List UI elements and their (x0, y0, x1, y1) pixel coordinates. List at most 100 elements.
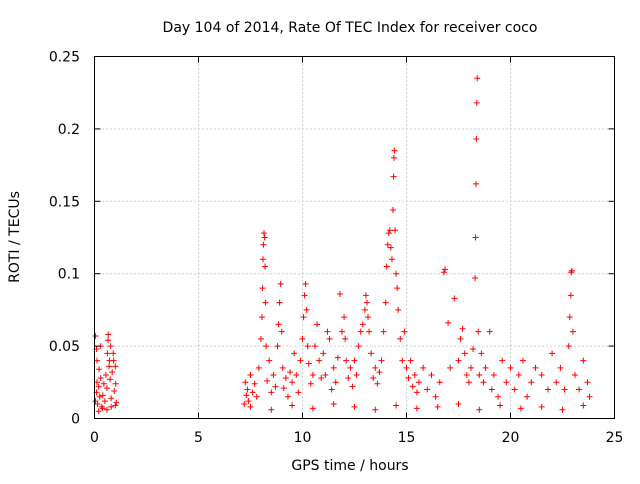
data-point (368, 350, 375, 357)
data-point (391, 147, 398, 154)
data-point (255, 364, 262, 371)
data-point (262, 299, 269, 306)
data-point (391, 154, 398, 161)
data-point (275, 321, 282, 328)
data-point (372, 364, 379, 371)
data-point (100, 380, 107, 387)
data-point (567, 292, 574, 299)
data-point (330, 364, 337, 371)
data-point (395, 306, 402, 313)
data-point (445, 319, 452, 326)
points-layer (92, 75, 593, 415)
data-point (103, 385, 110, 392)
data-point (455, 401, 462, 408)
y-tick-label: 0.05 (49, 339, 80, 355)
data-point (244, 386, 251, 393)
data-point (279, 364, 286, 371)
x-tick-label: 20 (502, 430, 520, 446)
data-point (336, 290, 343, 297)
data-point (98, 403, 105, 410)
data-point (566, 314, 573, 321)
ticks-layer: 0 5 10 15 20 25 0 0.05 0.1 0.15 0.2 0.25 (49, 50, 624, 447)
data-point (357, 328, 364, 335)
data-point (451, 295, 458, 302)
x-tick-label: 0 (90, 430, 99, 446)
data-point (465, 379, 472, 386)
data-point (112, 402, 119, 409)
data-point (96, 393, 103, 400)
data-point (386, 227, 393, 234)
data-point (259, 285, 266, 292)
data-point (261, 234, 268, 241)
data-point (397, 335, 404, 342)
data-point (488, 386, 495, 393)
data-point (297, 357, 304, 364)
x-tick-label: 15 (398, 430, 416, 446)
data-point (92, 332, 99, 339)
data-point (472, 275, 479, 282)
y-tick-label: 0.2 (58, 122, 80, 138)
data-point (243, 392, 250, 399)
data-point (295, 389, 302, 396)
data-point (495, 393, 502, 400)
data-point (304, 343, 311, 350)
data-point (108, 395, 115, 402)
data-point (299, 335, 306, 342)
data-point (490, 372, 497, 379)
data-point (257, 335, 264, 342)
data-point (394, 285, 401, 292)
data-point (272, 383, 279, 390)
data-point (351, 403, 358, 410)
data-point (109, 369, 116, 376)
data-point (324, 328, 331, 335)
data-point (436, 379, 443, 386)
data-point (407, 357, 414, 364)
data-point (568, 267, 575, 274)
data-point (105, 337, 112, 344)
data-point (415, 379, 422, 386)
data-point (372, 406, 379, 413)
data-point (403, 364, 410, 371)
data-point (339, 328, 346, 335)
data-point (241, 401, 248, 408)
data-point (482, 364, 489, 371)
data-point (322, 372, 329, 379)
data-point (478, 350, 485, 357)
data-point (507, 364, 514, 371)
data-point (365, 314, 372, 321)
data-point (99, 392, 106, 399)
data-point (260, 241, 267, 248)
data-point (328, 386, 335, 393)
data-point (102, 372, 109, 379)
data-point (441, 266, 448, 273)
data-point (413, 405, 420, 412)
data-point (463, 372, 470, 379)
data-point (263, 343, 270, 350)
data-point (549, 350, 556, 357)
data-point (472, 234, 479, 241)
data-point (110, 350, 117, 357)
data-point (268, 389, 275, 396)
data-point (301, 292, 308, 299)
data-point (293, 372, 300, 379)
data-point (266, 357, 273, 364)
data-point (524, 393, 531, 400)
data-point (320, 350, 327, 357)
x-tick-label: 5 (194, 430, 203, 446)
data-point (383, 263, 390, 270)
data-point (559, 406, 566, 413)
data-point (389, 206, 396, 213)
data-point (99, 405, 106, 412)
axes-layer (94, 56, 615, 419)
data-point (390, 173, 397, 180)
data-point (341, 314, 348, 321)
data-point (282, 374, 289, 381)
data-point (330, 401, 337, 408)
data-point (511, 386, 518, 393)
y-tick-label: 0.25 (49, 50, 80, 66)
data-point (261, 230, 268, 237)
data-point (355, 343, 362, 350)
data-point (363, 299, 370, 306)
data-point (326, 335, 333, 342)
